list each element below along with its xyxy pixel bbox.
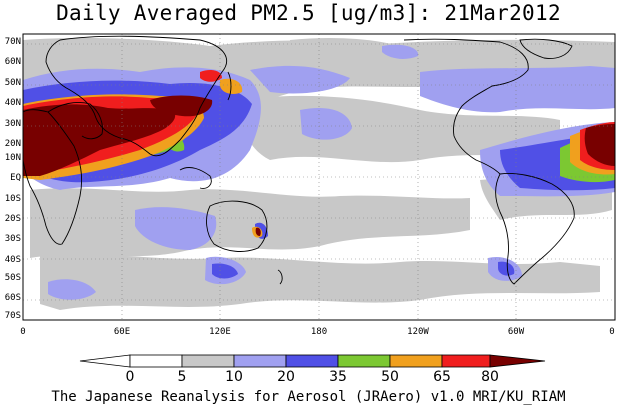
lat-label: 20N xyxy=(5,139,21,149)
legend-tick: 20 xyxy=(277,369,295,385)
lat-label: 10N xyxy=(5,153,21,163)
legend-tick: 35 xyxy=(329,369,347,385)
pm25-level-over-80 xyxy=(23,95,615,236)
lon-label: 60W xyxy=(508,327,525,337)
coastlines xyxy=(23,35,575,285)
footer-credit: The Japanese Reanalysis for Aerosol (JRA… xyxy=(51,389,566,405)
lon-label: 120E xyxy=(209,327,231,337)
latitude-labels: 70N 60N 50N 40N 30N 20N 10N EQ 10S 20S 3… xyxy=(5,37,21,321)
legend-tick: 50 xyxy=(381,369,399,385)
lat-label: 40S xyxy=(5,255,21,265)
legend-ticks: 0 5 10 20 35 50 65 80 xyxy=(126,369,499,385)
lat-label: 70N xyxy=(5,37,21,47)
longitude-labels: 0 60E 120E 180 120W 60W 0 xyxy=(20,327,614,337)
color-legend xyxy=(79,354,546,368)
concentration-field xyxy=(23,34,615,320)
legend-tick: 80 xyxy=(481,369,499,385)
lon-label: 0 xyxy=(609,327,614,337)
legend-swatch-4 xyxy=(285,354,339,368)
lon-label: 0 xyxy=(20,327,25,337)
graticule xyxy=(23,34,615,320)
legend-tick: 5 xyxy=(178,369,187,385)
lat-label: 10S xyxy=(5,194,21,204)
legend-swatch-8 xyxy=(489,354,546,368)
lat-label: 60N xyxy=(5,57,21,67)
legend-swatch-3 xyxy=(233,354,287,368)
lat-label: 30N xyxy=(5,119,21,129)
legend-swatch-0 xyxy=(79,354,131,368)
lon-label: 60E xyxy=(114,327,130,337)
legend-swatch-1 xyxy=(129,354,183,368)
lon-label: 120W xyxy=(407,327,429,337)
legend-tick: 65 xyxy=(433,369,451,385)
lat-label: 60S xyxy=(5,293,21,303)
map-frame xyxy=(22,33,616,321)
legend-swatch-5 xyxy=(337,354,391,368)
legend-swatch-6 xyxy=(389,354,443,368)
legend-swatch-2 xyxy=(181,354,235,368)
legend-tick: 0 xyxy=(126,369,135,385)
lat-label: 70S xyxy=(5,311,21,321)
lat-label: 50N xyxy=(5,78,21,88)
legend-tick: 10 xyxy=(225,369,243,385)
lon-label: 180 xyxy=(311,327,327,337)
lat-label: 50S xyxy=(5,273,21,283)
map-title: Daily Averaged PM2.5 [ug/m3]: 21Mar2012 xyxy=(56,1,561,25)
legend-swatch-7 xyxy=(441,354,491,368)
lat-label: 20S xyxy=(5,214,21,224)
lat-label: 40N xyxy=(5,98,21,108)
lat-label: EQ xyxy=(10,173,21,183)
lat-label: 30S xyxy=(5,234,21,244)
